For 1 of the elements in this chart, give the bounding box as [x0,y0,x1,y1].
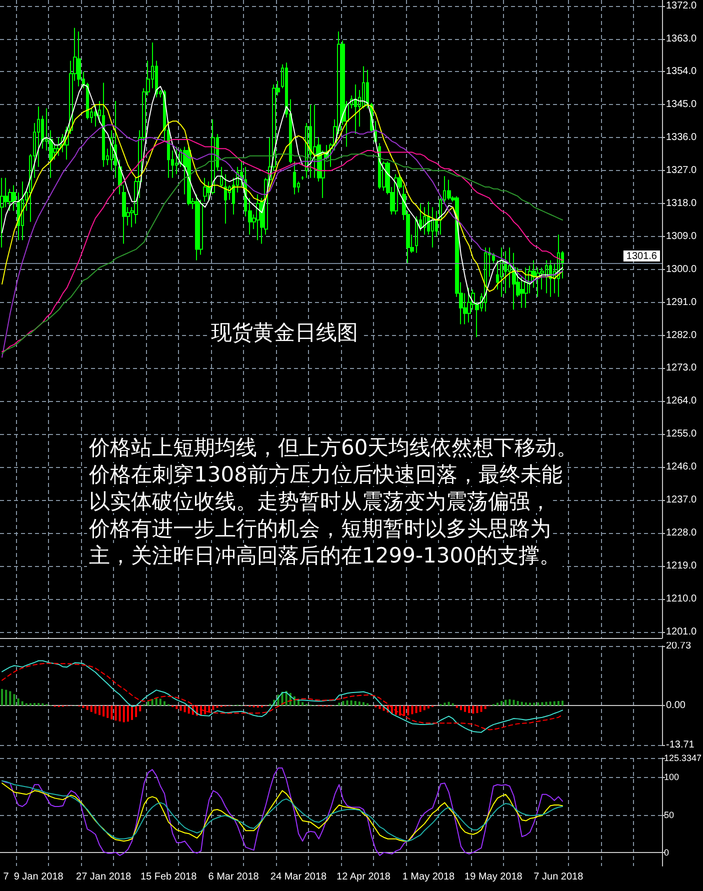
candlestick [0,177,4,248]
